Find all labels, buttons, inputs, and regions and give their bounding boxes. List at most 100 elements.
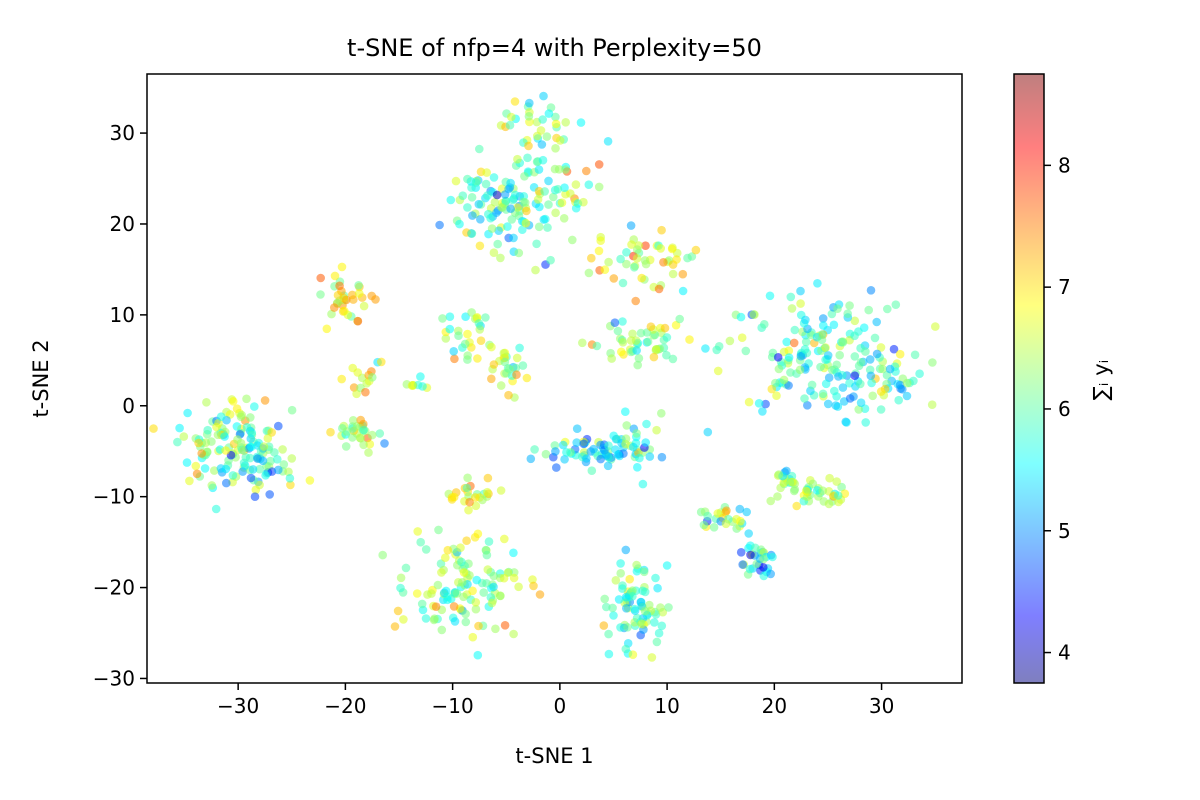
- scatter-point: [456, 543, 465, 552]
- scatter-point: [341, 442, 351, 451]
- scatter-point: [582, 166, 591, 176]
- scatter-point: [759, 563, 768, 572]
- scatter-point: [441, 553, 450, 562]
- scatter-point: [560, 183, 569, 192]
- scatter-point: [287, 405, 297, 415]
- scatter-point: [207, 437, 216, 446]
- scatter-point: [613, 450, 623, 459]
- scatter-point: [503, 222, 512, 231]
- scatter-point: [443, 592, 452, 602]
- scatter-point: [521, 218, 531, 228]
- scatter-point: [534, 165, 544, 174]
- scatter-point: [260, 396, 270, 405]
- scatter-point: [412, 589, 422, 598]
- scatter-point: [416, 372, 425, 381]
- scatter-point: [253, 454, 262, 463]
- scatter-point: [494, 226, 504, 235]
- scatter-point: [367, 291, 377, 301]
- x-tick-label: 10: [654, 694, 679, 718]
- scatter-point: [796, 351, 806, 361]
- scatter-point: [478, 495, 487, 505]
- scatter-point: [461, 617, 471, 627]
- scatter-point: [421, 545, 431, 554]
- scatter-point: [510, 97, 520, 106]
- scatter-point: [538, 155, 548, 165]
- scatter-point: [526, 454, 536, 464]
- scatter-point: [524, 112, 534, 121]
- scatter-point: [774, 364, 784, 374]
- scatter-point: [221, 464, 231, 474]
- scatter-point: [653, 583, 662, 593]
- scatter-point: [768, 552, 777, 562]
- scatter-point: [750, 543, 760, 553]
- scatter-point: [489, 582, 498, 592]
- scatter-point: [773, 492, 782, 501]
- scatter-point: [429, 615, 439, 625]
- scatter-point: [850, 371, 860, 381]
- scatter-point: [625, 574, 634, 584]
- scatter-point: [216, 412, 226, 422]
- scatter-point: [621, 434, 631, 444]
- scatter-point: [437, 625, 447, 635]
- scatter-point: [818, 486, 828, 496]
- scatter-point: [457, 578, 467, 587]
- y-axis-label: t-SNE 2: [29, 339, 53, 417]
- scatter-point: [467, 308, 476, 317]
- scatter-point: [856, 358, 866, 367]
- scatter-point: [504, 390, 513, 400]
- scatter-point: [500, 621, 510, 630]
- scatter-point: [621, 407, 630, 417]
- scatter-point: [657, 409, 666, 418]
- y-tick-label: 20: [110, 212, 135, 236]
- scatter-point: [664, 603, 673, 612]
- scatter-point: [520, 172, 529, 181]
- scatter-point: [578, 338, 587, 348]
- scatter-point: [649, 352, 659, 362]
- scatter-point: [470, 533, 480, 542]
- scatter-point: [650, 618, 659, 627]
- scatter-point: [245, 453, 255, 463]
- scatter-point: [604, 441, 613, 451]
- scatter-point: [354, 289, 364, 298]
- scatter-point: [790, 325, 800, 335]
- scatter-point: [745, 564, 755, 574]
- scatter-point: [493, 239, 503, 249]
- scatter-point: [838, 383, 848, 392]
- scatter-point: [640, 587, 650, 597]
- scatter-point: [210, 466, 219, 475]
- scatter-point: [492, 208, 501, 217]
- scatter-point: [173, 437, 182, 447]
- y-tick-label: 30: [110, 121, 135, 145]
- scatter-point: [773, 353, 783, 362]
- scatter-point: [550, 164, 560, 174]
- scatter-point: [614, 595, 624, 604]
- scatter-point: [876, 343, 886, 352]
- scatter-point: [250, 402, 259, 411]
- scatter-point: [339, 293, 349, 303]
- scatter-point: [772, 391, 781, 401]
- scatter-point: [738, 560, 747, 569]
- scatter-point: [499, 348, 509, 358]
- scatter-point: [611, 434, 621, 444]
- colorbar-label: ∑ᵢ yᵢ: [1089, 360, 1113, 401]
- scatter-point: [359, 440, 368, 450]
- scatter-point: [342, 427, 352, 436]
- scatter-point: [523, 153, 532, 163]
- scatter-point: [445, 312, 455, 322]
- scatter-point: [472, 575, 482, 585]
- scatter-point: [179, 432, 189, 441]
- scatter-point: [551, 119, 561, 129]
- scatter-point: [536, 126, 546, 135]
- scatter-point: [834, 497, 843, 507]
- scatter-point: [623, 623, 632, 632]
- scatter-point: [500, 534, 509, 544]
- scatter-point: [864, 305, 873, 315]
- scatter-point: [192, 469, 202, 479]
- x-axis-label: t-SNE 1: [515, 744, 593, 768]
- scatter-point: [507, 215, 517, 224]
- scatter-point: [330, 271, 340, 281]
- scatter-point: [927, 400, 937, 410]
- scatter-point: [441, 334, 451, 343]
- scatter-point: [343, 310, 353, 320]
- scatter-point: [286, 480, 295, 490]
